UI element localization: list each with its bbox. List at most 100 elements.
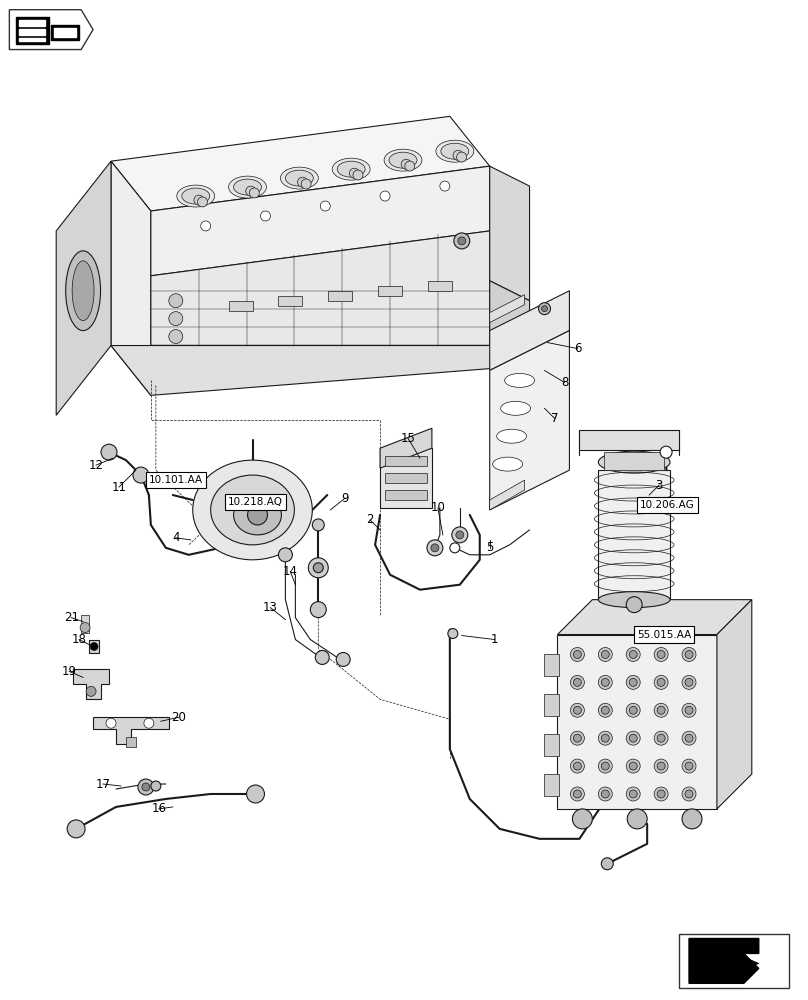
Circle shape — [144, 718, 154, 728]
Circle shape — [682, 809, 702, 829]
Polygon shape — [93, 717, 169, 744]
Circle shape — [574, 762, 582, 770]
Ellipse shape — [389, 152, 417, 168]
Text: 9: 9 — [342, 492, 349, 505]
Circle shape — [86, 686, 96, 696]
Circle shape — [309, 558, 328, 578]
Circle shape — [626, 759, 640, 773]
Circle shape — [427, 540, 443, 556]
Circle shape — [349, 168, 360, 178]
Ellipse shape — [177, 185, 215, 207]
Polygon shape — [10, 10, 93, 50]
Polygon shape — [111, 116, 490, 211]
Polygon shape — [490, 331, 570, 510]
Text: 7: 7 — [551, 412, 558, 425]
Circle shape — [654, 675, 668, 689]
Circle shape — [685, 762, 693, 770]
Polygon shape — [74, 669, 109, 699]
Circle shape — [106, 718, 116, 728]
Circle shape — [246, 785, 264, 803]
Text: 10.101.AA: 10.101.AA — [149, 475, 203, 485]
Polygon shape — [490, 480, 524, 510]
Circle shape — [626, 787, 640, 801]
Bar — [89, 640, 99, 653]
Text: 4: 4 — [172, 531, 179, 544]
Text: 1: 1 — [491, 633, 499, 646]
Bar — [81, 615, 89, 633]
Polygon shape — [490, 166, 529, 301]
Circle shape — [197, 197, 208, 207]
Text: 11: 11 — [112, 481, 127, 494]
Bar — [428, 281, 452, 291]
Text: 5: 5 — [486, 541, 494, 554]
Circle shape — [200, 221, 211, 231]
Polygon shape — [380, 428, 432, 468]
Ellipse shape — [436, 140, 473, 162]
Circle shape — [450, 543, 460, 553]
Circle shape — [654, 703, 668, 717]
Circle shape — [657, 790, 665, 798]
Ellipse shape — [280, 167, 318, 189]
Circle shape — [169, 312, 183, 326]
Circle shape — [599, 703, 612, 717]
Polygon shape — [694, 948, 739, 983]
Bar — [604, 452, 664, 470]
Bar — [223, 485, 283, 535]
Circle shape — [657, 650, 665, 658]
Polygon shape — [579, 430, 679, 450]
Ellipse shape — [501, 401, 531, 415]
Polygon shape — [689, 938, 759, 983]
Bar — [385, 473, 427, 483]
Circle shape — [570, 759, 584, 773]
Text: 3: 3 — [655, 479, 663, 492]
Text: 8: 8 — [561, 376, 568, 389]
Circle shape — [654, 787, 668, 801]
Polygon shape — [151, 166, 490, 276]
Circle shape — [682, 787, 696, 801]
Circle shape — [629, 650, 638, 658]
Bar — [544, 694, 559, 716]
Polygon shape — [19, 38, 45, 41]
Circle shape — [458, 237, 465, 245]
Circle shape — [541, 306, 548, 312]
Circle shape — [682, 731, 696, 745]
Circle shape — [456, 531, 464, 539]
Circle shape — [682, 647, 696, 661]
Circle shape — [682, 703, 696, 717]
Text: 55.015.AA: 55.015.AA — [637, 630, 691, 640]
Circle shape — [247, 505, 267, 525]
Circle shape — [570, 731, 584, 745]
Circle shape — [539, 303, 550, 315]
Circle shape — [657, 734, 665, 742]
Ellipse shape — [193, 460, 313, 560]
Circle shape — [570, 787, 584, 801]
Circle shape — [685, 706, 693, 714]
Circle shape — [457, 152, 466, 162]
Circle shape — [380, 191, 390, 201]
Circle shape — [599, 675, 612, 689]
Circle shape — [660, 446, 672, 458]
Ellipse shape — [332, 158, 370, 180]
Polygon shape — [717, 600, 751, 809]
Circle shape — [431, 544, 439, 552]
Ellipse shape — [493, 457, 523, 471]
Ellipse shape — [285, 170, 314, 186]
Circle shape — [629, 790, 638, 798]
Text: 15: 15 — [401, 432, 415, 445]
Polygon shape — [57, 161, 111, 415]
Circle shape — [629, 734, 638, 742]
Polygon shape — [16, 17, 49, 44]
Circle shape — [440, 181, 450, 191]
Ellipse shape — [65, 251, 100, 331]
Polygon shape — [558, 600, 751, 635]
Circle shape — [169, 330, 183, 344]
Bar — [126, 737, 136, 747]
Circle shape — [654, 647, 668, 661]
Ellipse shape — [337, 161, 365, 177]
Circle shape — [601, 650, 609, 658]
Ellipse shape — [182, 188, 209, 204]
Circle shape — [169, 294, 183, 308]
Circle shape — [353, 170, 363, 180]
Circle shape — [599, 759, 612, 773]
Bar — [380, 448, 432, 508]
